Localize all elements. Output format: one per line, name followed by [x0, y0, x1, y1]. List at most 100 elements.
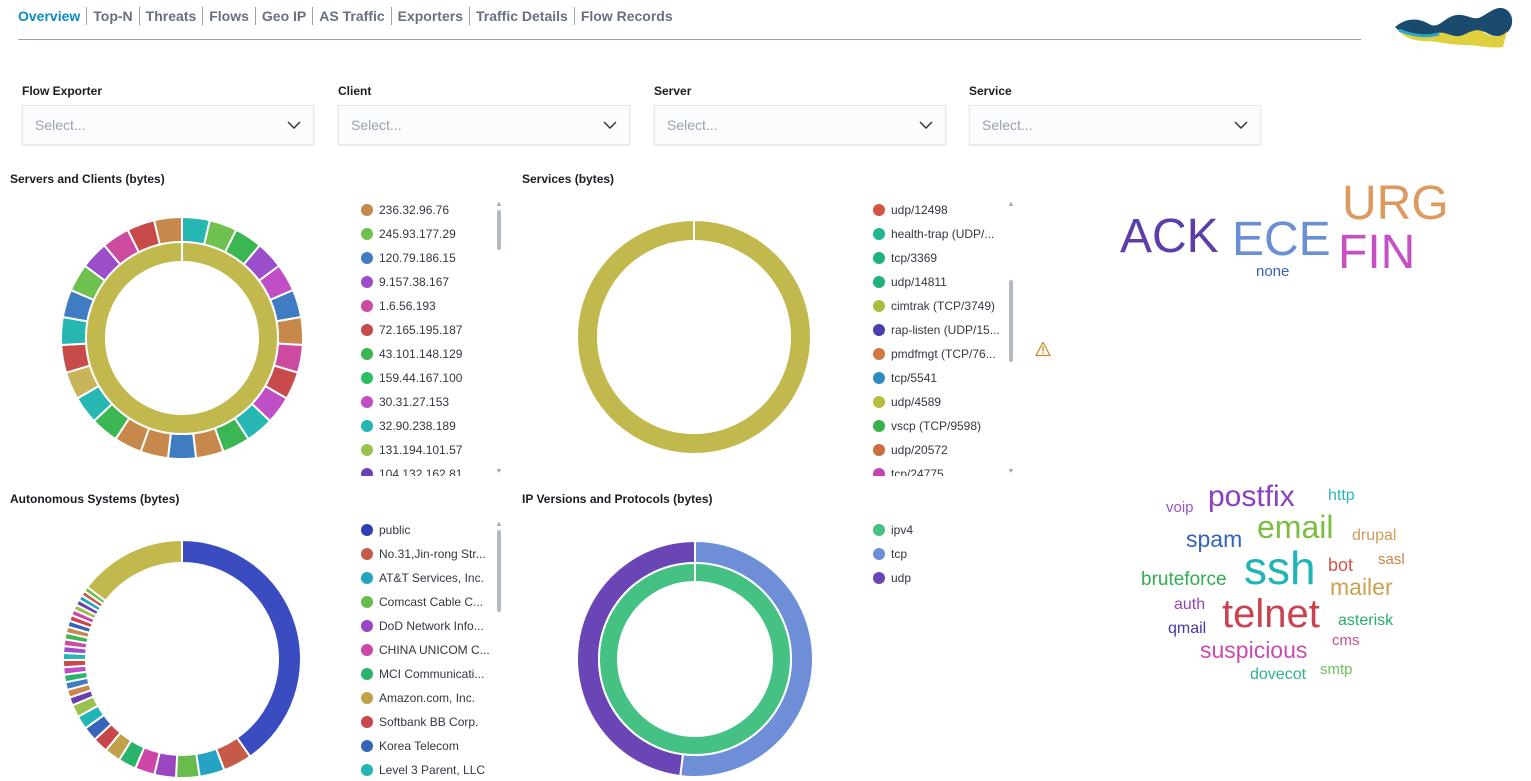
- legend-item[interactable]: 1.6.56.193: [361, 294, 491, 318]
- legend-item[interactable]: ipv4: [873, 518, 1003, 542]
- legend-item[interactable]: tcp/3369: [873, 246, 1005, 270]
- legend-item[interactable]: udp/14811: [873, 270, 1005, 294]
- legend-item[interactable]: tcp/24775: [873, 462, 1005, 476]
- cloud-word-ssh[interactable]: ssh: [1244, 542, 1316, 594]
- cloud-word-email[interactable]: email: [1257, 509, 1334, 545]
- tab-flows[interactable]: Flows: [209, 8, 249, 24]
- autonomous-systems-slice[interactable]: [174, 752, 201, 779]
- servers-clients-outer-slice[interactable]: [166, 432, 198, 460]
- legend-item[interactable]: No.31,Jin-rong Str...: [361, 542, 493, 566]
- cloud-word-fin[interactable]: FIN: [1338, 226, 1416, 279]
- legend-item[interactable]: vscp (TCP/9598): [873, 414, 1005, 438]
- cloud-word-http[interactable]: http: [1328, 487, 1355, 504]
- ip-versions-donut[interactable]: [576, 540, 814, 778]
- legend-item[interactable]: udp/12498: [873, 198, 1005, 222]
- legend-item[interactable]: 236.32.96.76: [361, 198, 491, 222]
- legend-item[interactable]: 43.101.148.129: [361, 342, 491, 366]
- legend-item[interactable]: udp/20572: [873, 438, 1005, 462]
- servers-clients-outer-slice[interactable]: [152, 216, 183, 246]
- autonomous-systems-slice[interactable]: [85, 539, 183, 603]
- scroll-up-icon[interactable]: ▲: [495, 201, 503, 208]
- legend-item[interactable]: 104.132.162.81: [361, 462, 491, 476]
- cloud-word-telnet[interactable]: telnet: [1222, 592, 1320, 636]
- legend-scrollbar[interactable]: [497, 530, 501, 612]
- ip-version-slice[interactable]: [598, 561, 792, 756]
- legend-item[interactable]: Softbank BB Corp.: [361, 710, 493, 734]
- legend-item[interactable]: Amazon.com, Inc.: [361, 686, 493, 710]
- service-select[interactable]: Select...: [969, 105, 1261, 145]
- tab-exporters[interactable]: Exporters: [397, 8, 463, 24]
- legend-item[interactable]: public: [361, 518, 493, 542]
- flow-exporter-select[interactable]: Select...: [22, 105, 314, 145]
- legend-item[interactable]: AT&T Services, Inc.: [361, 566, 493, 590]
- cloud-word-urg[interactable]: URG: [1342, 177, 1449, 230]
- cloud-word-sasl[interactable]: sasl: [1378, 551, 1405, 568]
- scroll-down-icon[interactable]: ▼: [495, 468, 503, 475]
- cloud-word-bot[interactable]: bot: [1328, 555, 1354, 575]
- cloud-word-asterisk[interactable]: asterisk: [1338, 612, 1394, 629]
- services-donut[interactable]: [576, 219, 812, 455]
- legend-item[interactable]: tcp: [873, 542, 1003, 566]
- legend-item[interactable]: udp/4589: [873, 390, 1005, 414]
- tab-top-n[interactable]: Top-N: [93, 8, 133, 24]
- legend-item[interactable]: 72.165.195.187: [361, 318, 491, 342]
- cloud-word-voip[interactable]: voip: [1166, 499, 1194, 516]
- legend-scrollbar[interactable]: [1009, 280, 1013, 362]
- legend-item[interactable]: cimtrak (TCP/3749): [873, 294, 1005, 318]
- legend-item[interactable]: CHINA UNICOM C...: [361, 638, 493, 662]
- legend-item[interactable]: udp: [873, 566, 1003, 590]
- servers-clients-donut[interactable]: [60, 216, 304, 460]
- scroll-up-icon[interactable]: ▲: [1007, 201, 1015, 208]
- cloud-word-bruteforce[interactable]: bruteforce: [1141, 569, 1227, 590]
- legend-item[interactable]: 159.44.167.100: [361, 366, 491, 390]
- warning-icon[interactable]: [1035, 341, 1051, 357]
- cloud-word-ece[interactable]: ECE: [1232, 213, 1331, 266]
- cloud-word-drupal[interactable]: drupal: [1352, 527, 1397, 544]
- cloud-word-spam[interactable]: spam: [1186, 526, 1243, 552]
- cloud-word-qmail[interactable]: qmail: [1168, 620, 1207, 637]
- cloud-word-smtp[interactable]: smtp: [1320, 661, 1353, 678]
- legend-item[interactable]: 120.79.186.15: [361, 246, 491, 270]
- server-select[interactable]: Select...: [654, 105, 946, 145]
- legend-item[interactable]: 30.31.27.153: [361, 390, 491, 414]
- autonomous-systems-donut[interactable]: [62, 539, 302, 779]
- scroll-down-icon[interactable]: ▼: [1007, 468, 1015, 475]
- cloud-word-none[interactable]: none: [1256, 263, 1290, 280]
- client-select[interactable]: Select...: [338, 105, 630, 145]
- legend-item[interactable]: health-trap (UDP/...: [873, 222, 1005, 246]
- tab-threats[interactable]: Threats: [145, 8, 197, 24]
- cloud-word-ack[interactable]: ACK: [1120, 210, 1219, 263]
- legend-item[interactable]: Comcast Cable C...: [361, 590, 493, 614]
- tab-flow-records[interactable]: Flow Records: [580, 8, 673, 24]
- legend-item[interactable]: Level 3 Parent, LLC: [361, 758, 493, 781]
- cloud-word-cms[interactable]: cms: [1332, 632, 1360, 649]
- legend-swatch: [873, 252, 885, 264]
- legend-item[interactable]: 9.157.38.167: [361, 270, 491, 294]
- legend-item[interactable]: tcp/5541: [873, 366, 1005, 390]
- tab-overview[interactable]: Overview: [18, 8, 81, 24]
- legend-scrollbar[interactable]: [497, 210, 501, 250]
- tab-traffic-details[interactable]: Traffic Details: [475, 8, 568, 24]
- legend-item[interactable]: DoD Network Info...: [361, 614, 493, 638]
- legend-item[interactable]: MCI Communicati...: [361, 662, 493, 686]
- legend-swatch: [873, 420, 885, 432]
- legend-item[interactable]: 32.90.238.189: [361, 414, 491, 438]
- tab-as-traffic[interactable]: AS Traffic: [319, 8, 385, 24]
- cloud-word-dovecot[interactable]: dovecot: [1250, 666, 1307, 683]
- cloud-word-suspicious[interactable]: suspicious: [1200, 637, 1308, 663]
- legend-label: CHINA UNICOM C...: [379, 643, 490, 657]
- scroll-up-icon[interactable]: ▲: [495, 521, 503, 528]
- autonomous-systems-slice[interactable]: [181, 539, 302, 758]
- cloud-word-postfix[interactable]: postfix: [1208, 480, 1295, 513]
- tab-geo-ip[interactable]: Geo IP: [261, 8, 307, 24]
- legend-item[interactable]: rap-listen (UDP/15...: [873, 318, 1005, 342]
- services-slice[interactable]: [576, 219, 812, 455]
- legend-item[interactable]: 131.194.101.57: [361, 438, 491, 462]
- legend-item[interactable]: Korea Telecom: [361, 734, 493, 758]
- legend-item[interactable]: 245.93.177.29: [361, 222, 491, 246]
- servers-clients-inner-slice[interactable]: [85, 240, 279, 435]
- cloud-word-auth[interactable]: auth: [1174, 596, 1206, 613]
- servers-clients-outer-slice[interactable]: [275, 315, 304, 347]
- cloud-word-mailer[interactable]: mailer: [1330, 574, 1393, 600]
- legend-item[interactable]: pmdfmgt (TCP/76...: [873, 342, 1005, 366]
